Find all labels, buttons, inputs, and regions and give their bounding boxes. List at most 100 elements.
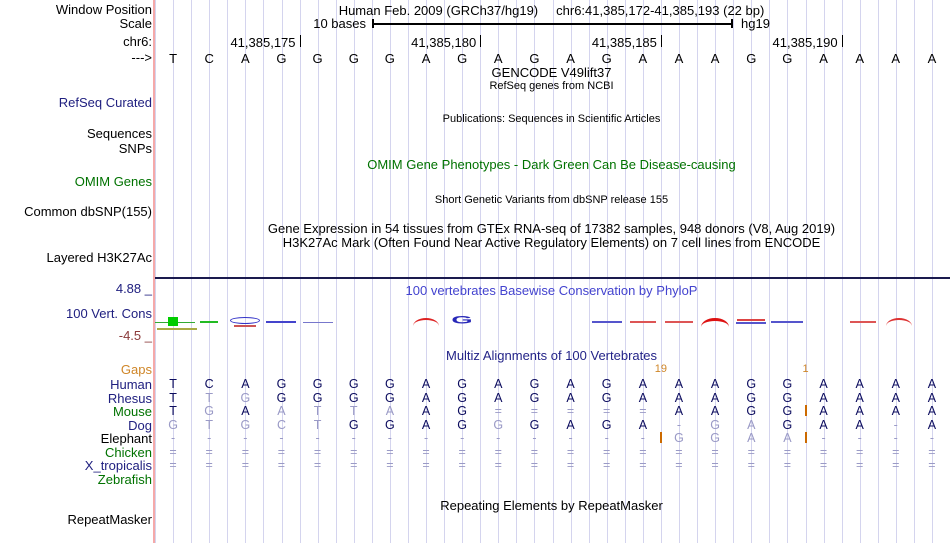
multiz-base: G (674, 431, 684, 445)
gridline (733, 0, 735, 543)
ruler-tick-label: 41,385,190 (772, 35, 838, 50)
gridline (408, 0, 409, 543)
multiz-base: = (639, 404, 647, 418)
ruler-tick (299, 35, 301, 47)
h3k27ac-track-title[interactable]: H3K27Ac Mark (Often Found Near Active Re… (282, 235, 821, 250)
multiz-base: A (241, 404, 250, 418)
multiz-species-label[interactable]: X_tropicalis (84, 458, 152, 473)
multiz-species-label[interactable]: Chicken (105, 444, 152, 460)
gridline (660, 0, 662, 543)
multiz-base: A (421, 377, 431, 391)
repeatmasker-label[interactable]: RepeatMasker (67, 512, 152, 527)
multiz-base: G (601, 377, 612, 391)
multiz-base: G (601, 417, 612, 432)
multiz-species-label[interactable]: Zebrafish (97, 471, 152, 487)
conservation-mark-letter: G (451, 313, 473, 326)
multiz-insert-bar (804, 405, 807, 416)
gridline (570, 0, 572, 543)
multiz-base: G (168, 417, 178, 432)
multiz-base: A (638, 417, 648, 432)
gridline (353, 0, 355, 543)
multiz-base: = (566, 444, 575, 459)
multiz-base: T (313, 404, 322, 418)
gridline (642, 0, 644, 543)
conservation-mark (591, 321, 622, 323)
gridline (805, 0, 807, 543)
multiz-base: = (711, 444, 719, 459)
strand-arrow-label[interactable]: ---> (131, 50, 152, 65)
multiz-base: A (674, 390, 684, 405)
multiz-base: = (603, 444, 611, 459)
multiz-base: G (710, 431, 720, 445)
multiz-base: A (819, 404, 828, 418)
omim-genes-label[interactable]: OMIM Genes (74, 174, 152, 189)
multiz-base: A (747, 417, 756, 432)
publications-track-title[interactable]: Publications: Sequences in Scientific Ar… (442, 113, 661, 125)
gridline (191, 0, 193, 543)
multiz-base: = (494, 404, 502, 418)
multiz-species-label[interactable]: Elephant (100, 431, 152, 446)
multiz-species-label[interactable]: Mouse (112, 404, 152, 419)
vert-cons-label[interactable]: 100 Vert. Cons (66, 306, 152, 321)
multiz-base: = (928, 444, 936, 459)
gridline (697, 0, 698, 543)
multiz-base: A (891, 404, 900, 418)
multiz-base: A (566, 390, 575, 405)
dbsnp-track-title[interactable]: Short Genetic Variants from dbSNP releas… (434, 194, 669, 206)
snps-label[interactable]: SNPs (118, 141, 152, 156)
multiz-base: G (276, 377, 287, 391)
header-position-line: Human Feb. 2009 (GRCh37/hg19) chr6:41,38… (155, 3, 948, 18)
multiz-base: G (240, 417, 251, 432)
multiz-base: G (457, 390, 468, 405)
gencode-track-title[interactable]: GENCODE V49lift37 (491, 65, 612, 80)
multiz-base: A (638, 377, 648, 391)
sequence-base: G (312, 51, 323, 66)
multiz-base: G (348, 417, 359, 432)
multiz-species-label[interactable]: Rhesus (107, 390, 152, 406)
common-dbsnp-label[interactable]: Common dbSNP(155) (24, 204, 152, 219)
multiz-base: G (529, 417, 540, 432)
multiz-base: = (856, 458, 864, 472)
gridline (841, 0, 843, 543)
multiz-base: A (783, 431, 792, 445)
sequences-label[interactable]: Sequences (86, 126, 152, 141)
multiz-base: G (782, 377, 793, 391)
layered-h3k27ac-label[interactable]: Layered H3K27Ac (46, 250, 152, 265)
multiz-base: - (279, 431, 284, 445)
multiz-base: = (169, 444, 177, 459)
omim-track-title[interactable]: OMIM Gene Phenotypes - Dark Green Can Be… (367, 157, 736, 172)
track-edge-line (153, 0, 155, 543)
multiz-base: G (348, 390, 359, 405)
multiz-base: - (893, 431, 898, 445)
ruler-tick-label: 41,385,185 (591, 35, 657, 50)
scale-assembly-tag: hg19 (741, 16, 770, 31)
conservation-max-label: 4.88 _ (115, 281, 152, 296)
multiz-base: A (710, 390, 720, 405)
multiz-base: = (856, 444, 864, 459)
multiz-track-title[interactable]: Multiz Alignments of 100 Vertebrates (445, 348, 657, 363)
gridline (263, 0, 265, 543)
gaps-row-label[interactable]: Gaps (120, 362, 152, 377)
gap-count: 1 (802, 363, 809, 375)
conservation-track-title[interactable]: 100 vertebrates Basewise Conservation by… (405, 283, 698, 298)
multiz-base: = (928, 458, 936, 472)
scale-bar-right-cap (731, 19, 733, 28)
multiz-species-label[interactable]: Human (110, 377, 152, 392)
gridline (245, 0, 247, 543)
multiz-species-label[interactable]: Dog (128, 417, 152, 433)
multiz-base: G (746, 404, 757, 418)
repeatmasker-track-title[interactable]: Repeating Elements by RepeatMasker (440, 498, 663, 513)
multiz-base: = (603, 404, 611, 418)
refseq-curated-label[interactable]: RefSeq Curated (58, 95, 152, 110)
multiz-base: A (891, 390, 900, 405)
conservation-mark (168, 316, 179, 326)
gtex-track-title[interactable]: Gene Expression in 54 tissues from GTEx … (267, 221, 836, 236)
multiz-base: A (747, 431, 756, 445)
multiz-base: A (710, 377, 720, 391)
sequence-base: C (204, 51, 214, 66)
multiz-base: G (529, 377, 540, 391)
multiz-base: T (169, 390, 177, 405)
multiz-base: G (204, 404, 215, 418)
gencode-track-subtitle[interactable]: RefSeq genes from NCBI (489, 80, 614, 92)
gridline (715, 0, 717, 543)
